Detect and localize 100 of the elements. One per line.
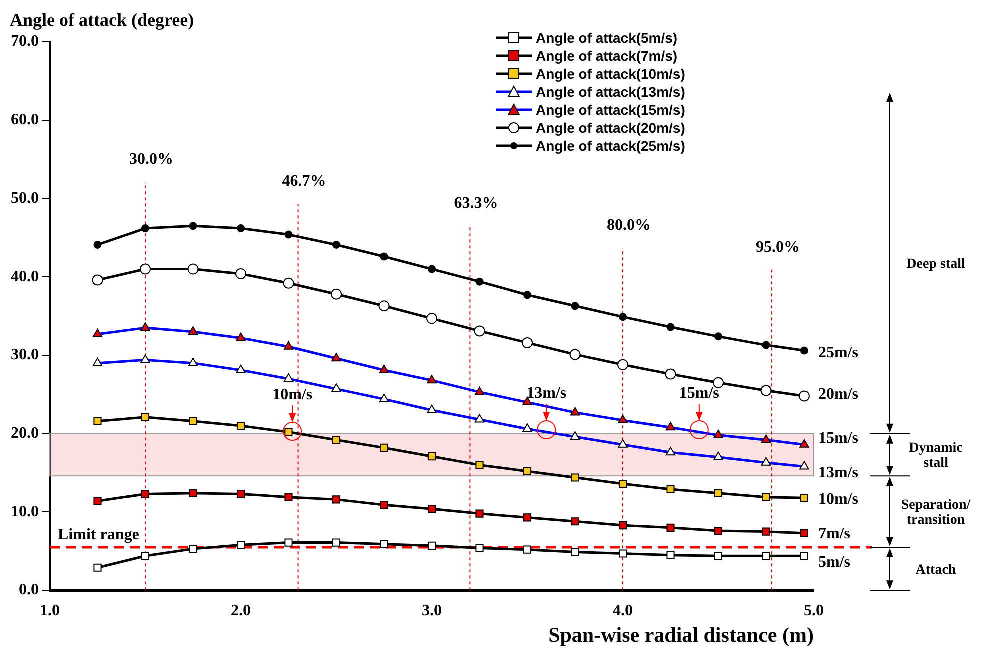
point <box>476 278 484 286</box>
point <box>236 422 246 430</box>
point <box>380 252 388 261</box>
point <box>284 373 294 382</box>
point <box>474 326 486 337</box>
point <box>141 552 150 560</box>
point <box>379 364 390 374</box>
annotation: 63.3% <box>454 195 498 212</box>
x-tick-label: 1.0 <box>40 602 60 620</box>
point <box>665 368 676 380</box>
legend-label: Angle of attack(20m/s) <box>536 120 686 136</box>
point <box>379 394 390 402</box>
ref-line-label: Limit range <box>58 526 140 544</box>
point <box>800 552 808 560</box>
annotation: 10m/s <box>272 386 313 404</box>
point <box>800 461 810 470</box>
point <box>666 323 675 332</box>
point <box>474 414 485 423</box>
point <box>618 480 628 488</box>
point <box>141 490 150 498</box>
point <box>714 430 724 438</box>
point <box>427 404 437 414</box>
point <box>618 439 628 448</box>
point <box>762 341 770 350</box>
point <box>426 313 438 324</box>
annotation: 13m/s <box>818 464 858 482</box>
point <box>236 332 246 342</box>
point <box>571 474 580 482</box>
point <box>762 552 770 560</box>
annotation: 13m/s <box>526 384 567 402</box>
point <box>284 341 294 350</box>
point <box>570 349 581 360</box>
x-tick-label: 3.0 <box>422 602 442 620</box>
point <box>94 417 102 426</box>
point <box>666 485 675 494</box>
text: Dynamic stall <box>909 441 963 472</box>
point <box>571 518 580 526</box>
point <box>570 431 580 440</box>
text: Separation/ transition <box>901 498 972 528</box>
point <box>714 489 723 498</box>
y-tick-label: 10.0 <box>11 503 39 520</box>
point <box>428 452 436 461</box>
point <box>714 527 723 536</box>
point <box>474 386 485 396</box>
point <box>236 364 246 374</box>
point <box>140 322 150 332</box>
annotation: 5m/s <box>818 554 850 571</box>
point <box>666 447 676 456</box>
y-tick-label: 40.0 <box>11 268 39 286</box>
text: Attach <box>916 563 956 578</box>
point <box>666 524 675 532</box>
point <box>188 326 198 335</box>
y-tick-label: 70.0 <box>11 33 39 50</box>
point <box>236 490 246 498</box>
point <box>188 264 199 275</box>
point <box>618 415 628 424</box>
point <box>522 397 532 406</box>
legend-label: Angle of attack(10m/s) <box>536 66 686 82</box>
y-tick-label: 20.0 <box>11 425 39 442</box>
point <box>619 313 627 322</box>
annotation: 80.0% <box>607 217 651 234</box>
point <box>714 452 724 460</box>
point <box>800 494 808 502</box>
x-tick-label: 5.0 <box>804 602 824 620</box>
point <box>332 538 341 547</box>
point <box>92 328 103 338</box>
legend-label: Angle of attack(5m/s) <box>536 30 678 46</box>
point <box>523 467 532 476</box>
point <box>94 497 102 506</box>
y-tick-label: 60.0 <box>11 112 39 129</box>
y-axis-title: Angle of attack (degree) <box>10 10 194 30</box>
point <box>380 501 388 510</box>
point <box>761 434 772 444</box>
point <box>800 529 808 538</box>
point <box>427 375 437 384</box>
point <box>714 552 723 560</box>
x-tick-label: 4.0 <box>613 602 633 620</box>
point <box>92 274 104 286</box>
point <box>140 354 150 364</box>
point <box>380 540 388 548</box>
point <box>283 278 294 289</box>
point <box>713 377 724 388</box>
annotation: 46.7% <box>282 173 326 190</box>
point <box>332 384 342 392</box>
point <box>94 240 102 249</box>
point <box>476 461 484 470</box>
point <box>523 546 532 554</box>
point <box>428 505 436 514</box>
x-axis-title: Span-wise radial distance (m) <box>548 622 814 647</box>
point <box>761 457 772 466</box>
point <box>666 551 675 560</box>
point <box>618 522 628 530</box>
point <box>140 264 151 275</box>
point <box>522 424 532 432</box>
point <box>141 413 150 422</box>
point <box>92 358 103 366</box>
point <box>189 222 198 230</box>
annotation: 95.0% <box>756 239 800 256</box>
point <box>332 353 342 362</box>
legend-label: Angle of attack(13m/s) <box>536 84 686 100</box>
